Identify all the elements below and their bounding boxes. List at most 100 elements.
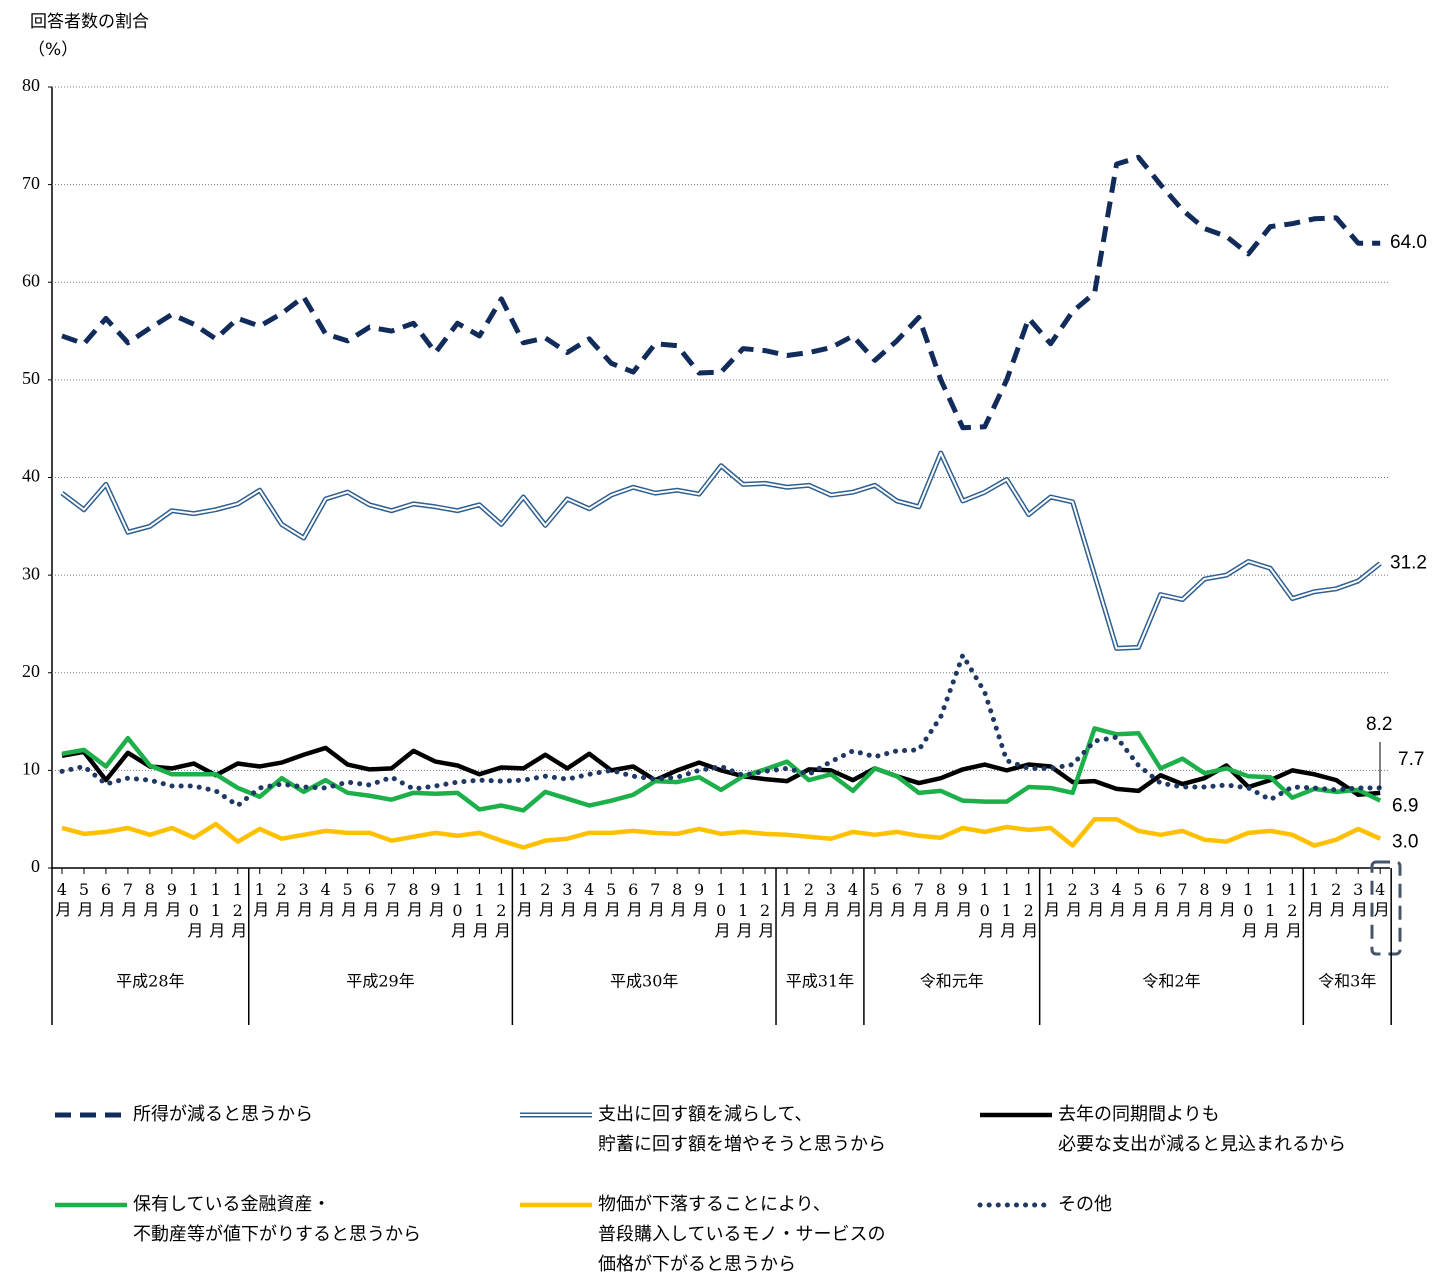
x-tick-label: 7月 xyxy=(909,880,928,919)
x-tick-label: 3月 xyxy=(1085,880,1104,919)
y-tick-label: 0 xyxy=(31,856,40,876)
group-label: 平成28年 xyxy=(116,972,184,991)
x-tick-label: 8月 xyxy=(931,880,950,919)
x-tick-label: 10月 xyxy=(975,880,994,940)
line xyxy=(61,154,1381,431)
legend-label: 所得が減ると思うから xyxy=(133,1104,313,1125)
x-tick-label: 2月 xyxy=(1327,880,1346,919)
x-tick-label: 2月 xyxy=(799,880,818,919)
legend-label: 物価が下落することにより、 普段購入しているモノ・サービスの 価格が下がると思う… xyxy=(598,1194,886,1275)
y-tick-label: 10 xyxy=(22,759,40,779)
y-tick-label: 60 xyxy=(22,270,40,290)
x-tick-label: 12月 xyxy=(492,880,511,940)
x-tick-label: 8月 xyxy=(140,880,159,919)
x-tick-label: 5月 xyxy=(865,880,884,919)
line xyxy=(61,726,1382,813)
x-tick-label: 11月 xyxy=(470,880,489,940)
x-tick-label: 10月 xyxy=(1239,880,1258,940)
line xyxy=(61,745,1381,798)
x-tick-label: 12月 xyxy=(228,880,247,940)
x-tick-label: 2月 xyxy=(536,880,555,919)
x-tick-label: 11月 xyxy=(997,880,1016,940)
x-tick-label: 5月 xyxy=(602,880,621,919)
x-tick-label: 9月 xyxy=(426,880,445,919)
y-tick-label: 50 xyxy=(22,368,40,388)
x-tick-label: 4月 xyxy=(1107,880,1126,919)
legend-label: 保有している金融資産・ 不動産等が値下がりすると思うから xyxy=(133,1194,421,1245)
line xyxy=(61,816,1382,850)
x-tick-label: 6月 xyxy=(624,880,643,919)
line-inner xyxy=(61,452,1381,650)
x-tick-label: 6月 xyxy=(360,880,379,919)
x-tick-label: 12月 xyxy=(1283,880,1302,940)
value-label: 6.9 xyxy=(1392,796,1418,817)
x-tick-label: 6月 xyxy=(1151,880,1170,919)
group-label: 平成31年 xyxy=(786,972,854,991)
value-label: 31.2 xyxy=(1390,552,1427,573)
x-tick-label: 6月 xyxy=(96,880,115,919)
x-tick-label: 4月 xyxy=(316,880,335,919)
x-tick-label: 4月 xyxy=(843,880,862,919)
x-tick-label: 9月 xyxy=(953,880,972,919)
x-tick-label: 8月 xyxy=(1195,880,1214,919)
line xyxy=(59,652,1383,809)
x-tick-label: 8月 xyxy=(404,880,423,919)
x-tick-label: 9月 xyxy=(162,880,181,919)
legend-label: 支出に回す額を減らして、 貯蓄に回す額を増やそうと思うから xyxy=(598,1104,886,1155)
x-tick-label: 3月 xyxy=(1349,880,1368,919)
x-tick-label: 3月 xyxy=(821,880,840,919)
y-tick-label: 80 xyxy=(22,75,40,95)
x-tick-label: 4月 xyxy=(1371,880,1390,919)
value-label: 64.0 xyxy=(1390,232,1427,253)
x-tick-label: 7月 xyxy=(1173,880,1192,919)
x-tick-label: 8月 xyxy=(668,880,687,919)
y-tick-label: 40 xyxy=(22,466,40,486)
x-tick-label: 9月 xyxy=(1217,880,1236,919)
x-tick-label: 1月 xyxy=(514,880,533,919)
x-tick-label: 3月 xyxy=(558,880,577,919)
group-label: 平成30年 xyxy=(610,972,678,991)
x-tick-label: 4月 xyxy=(580,880,599,919)
y-tick-label: 20 xyxy=(22,661,40,681)
line xyxy=(60,450,1382,651)
x-tick-label: 7月 xyxy=(118,880,137,919)
x-tick-label: 7月 xyxy=(382,880,401,919)
legend-label: 去年の同期間よりも 必要な支出が減ると見込まれるから xyxy=(1058,1104,1346,1155)
value-label: 3.0 xyxy=(1392,832,1418,853)
x-tick-label: 10月 xyxy=(184,880,203,940)
x-tick-label: 1月 xyxy=(1305,880,1324,919)
x-tick-label: 5月 xyxy=(74,880,93,919)
legend-label: その他 xyxy=(1058,1194,1112,1215)
group-label: 令和2年 xyxy=(1142,972,1200,991)
x-tick-label: 9月 xyxy=(690,880,709,919)
x-tick-label: 12月 xyxy=(756,880,775,940)
y-axis-title: 回答者数の割合 xyxy=(30,12,149,32)
x-tick-label: 11月 xyxy=(734,880,753,940)
value-label: 8.2 xyxy=(1366,714,1392,735)
x-tick-label: 2月 xyxy=(1063,880,1082,919)
x-tick-label: 4月 xyxy=(53,880,72,919)
group-label: 令和3年 xyxy=(1318,972,1376,991)
x-tick-label: 2月 xyxy=(272,880,291,919)
x-tick-label: 1月 xyxy=(778,880,797,919)
x-tick-label: 11月 xyxy=(1261,880,1280,940)
x-tick-label: 5月 xyxy=(338,880,357,919)
y-axis-unit: （%） xyxy=(28,40,78,60)
value-label: 7.7 xyxy=(1398,749,1424,770)
y-tick-label: 70 xyxy=(22,173,40,193)
x-tick-label: 1月 xyxy=(1041,880,1060,919)
x-tick-label: 1月 xyxy=(250,880,269,919)
x-tick-label: 10月 xyxy=(712,880,731,940)
group-label: 令和元年 xyxy=(920,972,984,991)
x-tick-label: 7月 xyxy=(646,880,665,919)
highlight-box xyxy=(1370,860,1402,956)
group-label: 平成29年 xyxy=(346,972,414,991)
x-tick-label: 10月 xyxy=(448,880,467,940)
x-tick-label: 12月 xyxy=(1019,880,1038,940)
x-tick-label: 6月 xyxy=(887,880,906,919)
x-tick-label: 11月 xyxy=(206,880,225,940)
x-tick-label: 5月 xyxy=(1129,880,1148,919)
x-tick-label: 3月 xyxy=(294,880,313,919)
